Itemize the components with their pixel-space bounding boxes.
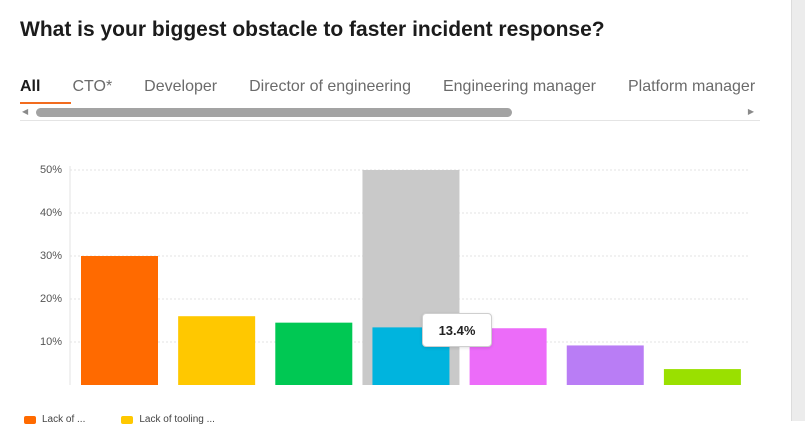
hover-highlight — [362, 170, 460, 385]
active-tab-underline — [20, 102, 71, 104]
legend-item[interactable]: Lack of ... — [24, 414, 85, 425]
legend-label: Lack of tooling ... — [139, 414, 215, 425]
scroll-right-icon[interactable]: ▶ — [747, 107, 754, 116]
value-tooltip: 13.4% — [422, 313, 492, 347]
y-tick-label: 50% — [39, 164, 62, 176]
page-scrollbar-rail[interactable] — [791, 0, 805, 421]
tab-engineering-manager[interactable]: Engineering manager — [442, 78, 596, 95]
y-tick-label: 40% — [39, 207, 62, 219]
scroll-left-icon[interactable]: ◀ — [22, 107, 29, 116]
legend-label: Lack of ... — [42, 414, 86, 425]
tab-cto[interactable]: CTO* — [72, 78, 113, 95]
tabs-scroll-thumb[interactable] — [36, 108, 512, 117]
role-tabs: All CTO* Developer Director of engineeri… — [20, 74, 760, 104]
role-tabs-viewport: All CTO* Developer Director of engineeri… — [20, 74, 760, 104]
tab-director-of-engineering[interactable]: Director of engineering — [249, 78, 411, 95]
question-title: What is your biggest obstacle to faster … — [20, 18, 605, 41]
bar[interactable] — [275, 322, 353, 385]
bar[interactable] — [566, 345, 644, 385]
tab-all[interactable]: All — [20, 78, 41, 95]
bar[interactable] — [178, 316, 256, 385]
legend-swatch — [24, 415, 36, 424]
chart-legend: Lack of ... Lack of tooling ... — [24, 414, 215, 425]
bar[interactable] — [663, 369, 741, 385]
bar[interactable] — [81, 256, 158, 385]
tab-platform-manager[interactable]: Platform manager — [627, 78, 756, 95]
y-tick-label: 20% — [39, 293, 62, 305]
y-tick-label: 10% — [39, 336, 62, 348]
legend-swatch — [121, 415, 134, 424]
tab-developer[interactable]: Developer — [144, 78, 218, 95]
legend-item[interactable]: Lack of tooling ... — [121, 414, 215, 425]
y-tick-label: 30% — [39, 250, 62, 262]
tabs-scrollbar[interactable]: ◀ ▶ — [20, 104, 760, 121]
